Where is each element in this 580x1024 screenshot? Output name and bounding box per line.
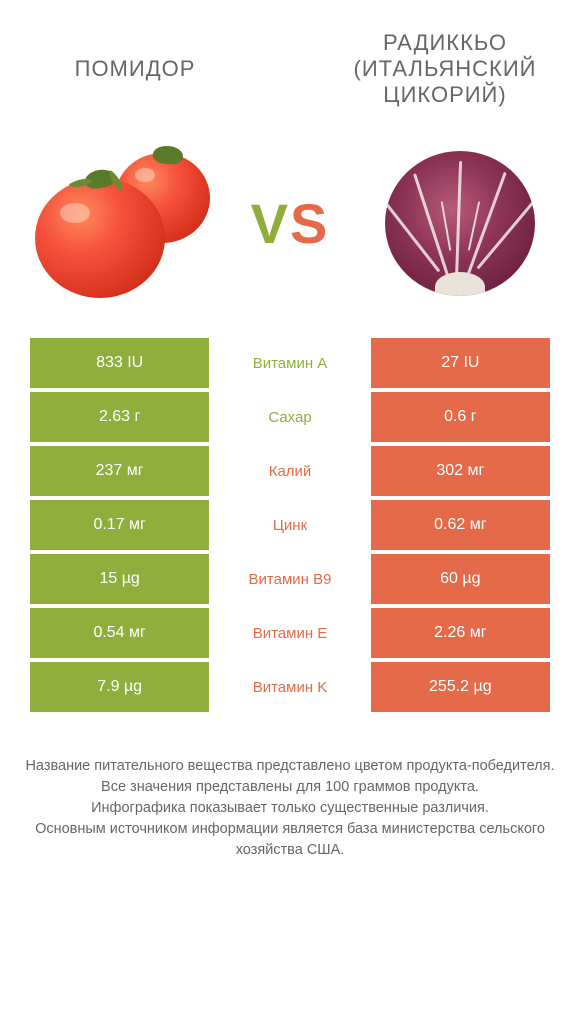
table-row: 833 IUВитамин A27 IU: [30, 338, 550, 388]
left-value: 0.54 мг: [30, 608, 209, 658]
nutrient-name: Сахар: [209, 392, 370, 442]
nutrient-table: 833 IUВитамин A27 IU2.63 гСахар0.6 г237 …: [30, 338, 550, 712]
table-row: 0.54 мгВитамин E2.26 мг: [30, 608, 550, 658]
nutrient-name: Витамин E: [209, 608, 370, 658]
footer-notes: Название питательного вещества представл…: [0, 716, 580, 861]
vs-label: VS: [251, 191, 330, 256]
footer-line-2: Все значения представлены для 100 граммо…: [20, 777, 560, 798]
right-value: 2.26 мг: [371, 608, 550, 658]
radicchio-image: [370, 138, 550, 308]
left-value: 7.9 µg: [30, 662, 209, 712]
right-value: 0.62 мг: [371, 500, 550, 550]
left-value: 833 IU: [30, 338, 209, 388]
nutrient-name: Витамин K: [209, 662, 370, 712]
table-row: 2.63 гСахар0.6 г: [30, 392, 550, 442]
footer-line-3: Инфографика показывает только существенн…: [20, 798, 560, 819]
header-spacer: [260, 30, 320, 108]
table-row: 0.17 мгЦинк0.62 мг: [30, 500, 550, 550]
left-value: 2.63 г: [30, 392, 209, 442]
left-value: 237 мг: [30, 446, 209, 496]
nutrient-name: Калий: [209, 446, 370, 496]
right-value: 60 µg: [371, 554, 550, 604]
header-row: ПОМИДОР РАДИККЬО (ИТАЛЬЯНСКИЙ ЦИКОРИЙ): [0, 0, 580, 118]
right-product-title: РАДИККЬО (ИТАЛЬЯНСКИЙ ЦИКОРИЙ): [320, 30, 570, 108]
left-product-title: ПОМИДОР: [10, 30, 260, 108]
table-row: 7.9 µgВитамин K255.2 µg: [30, 662, 550, 712]
right-value: 255.2 µg: [371, 662, 550, 712]
table-row: 15 µgВитамин B960 µg: [30, 554, 550, 604]
right-value: 302 мг: [371, 446, 550, 496]
footer-line-4: Основным источником информации является …: [20, 819, 560, 861]
table-row: 237 мгКалий302 мг: [30, 446, 550, 496]
nutrient-name: Витамин A: [209, 338, 370, 388]
right-value: 27 IU: [371, 338, 550, 388]
left-value: 0.17 мг: [30, 500, 209, 550]
right-value: 0.6 г: [371, 392, 550, 442]
nutrient-name: Витамин B9: [209, 554, 370, 604]
left-value: 15 µg: [30, 554, 209, 604]
footer-line-1: Название питательного вещества представл…: [20, 756, 560, 777]
nutrient-name: Цинк: [209, 500, 370, 550]
tomato-image: [30, 138, 210, 308]
visuals-row: VS: [0, 118, 580, 338]
